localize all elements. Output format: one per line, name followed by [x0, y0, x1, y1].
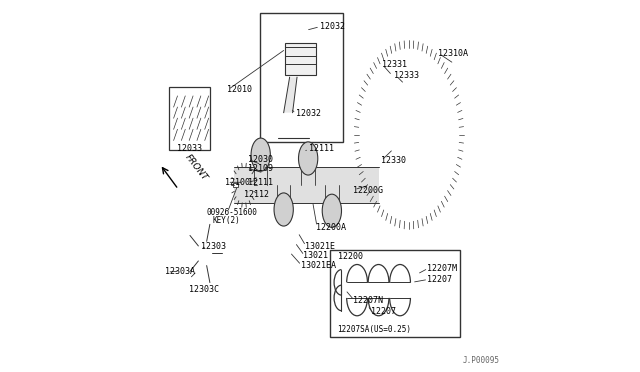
Text: 12111: 12111 [248, 178, 273, 187]
Bar [260, 13, 343, 142]
Ellipse shape [251, 138, 270, 171]
Bar [330, 250, 460, 337]
Text: 12333: 12333 [394, 71, 419, 80]
Polygon shape [284, 77, 297, 113]
Text: 00926-51600: 00926-51600 [207, 208, 258, 217]
Polygon shape [234, 167, 378, 203]
Text: 12111: 12111 [309, 144, 334, 153]
Text: 13021EA: 13021EA [301, 261, 336, 270]
Text: 12200G: 12200G [353, 186, 383, 195]
Text: 13021E: 13021E [305, 241, 335, 250]
Text: 12207: 12207 [371, 307, 396, 316]
Text: 12200A: 12200A [316, 223, 346, 232]
Ellipse shape [274, 193, 293, 226]
Text: FRONT: FRONT [183, 153, 209, 183]
Bar [285, 44, 316, 76]
Text: J.P00095: J.P00095 [462, 356, 499, 365]
Ellipse shape [298, 142, 318, 175]
Bar [169, 87, 209, 150]
Text: 12112: 12112 [244, 190, 269, 199]
Text: 12303: 12303 [201, 241, 226, 250]
Ellipse shape [322, 194, 342, 227]
Text: 12032: 12032 [296, 109, 321, 118]
Text: 12032: 12032 [320, 22, 345, 31]
Text: 12109: 12109 [248, 164, 273, 173]
Text: 12010: 12010 [227, 85, 252, 94]
Text: 12100: 12100 [225, 178, 250, 187]
Text: 12303C: 12303C [189, 285, 220, 294]
Text: 12330: 12330 [381, 156, 406, 165]
Text: 12207N: 12207N [353, 296, 383, 305]
Bar [233, 183, 238, 187]
Text: 12033: 12033 [177, 144, 202, 153]
Text: KEY(2): KEY(2) [212, 216, 240, 225]
Text: 12331: 12331 [382, 60, 407, 69]
Text: 12030: 12030 [248, 155, 273, 164]
Text: 12207: 12207 [428, 275, 452, 284]
Text: 12303A: 12303A [165, 267, 195, 276]
Text: 12207M: 12207M [428, 264, 458, 273]
Text: 13021: 13021 [303, 251, 328, 260]
Text: 12207SA(US=0.25): 12207SA(US=0.25) [337, 325, 411, 334]
Text: 12200: 12200 [338, 252, 363, 261]
Text: 12310A: 12310A [438, 49, 468, 58]
